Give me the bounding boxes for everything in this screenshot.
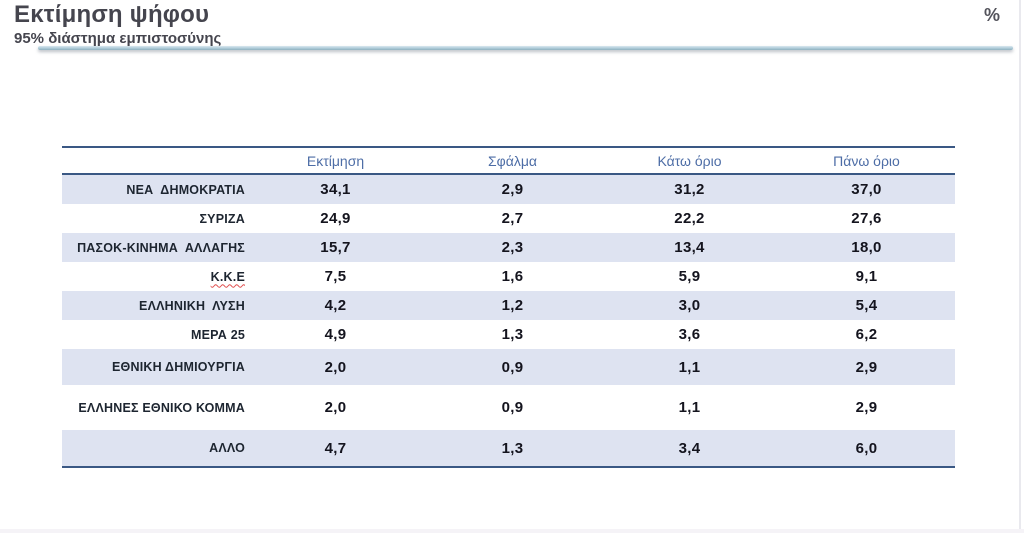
estimate-cell: 4,9 bbox=[324, 326, 347, 343]
upper-bound-cell: 6,0 bbox=[855, 439, 878, 457]
error-cell: 0,9 bbox=[501, 399, 524, 416]
upper-bound-cell: 37,0 bbox=[851, 181, 882, 198]
column-header-error: Σφάλμα bbox=[488, 152, 537, 169]
party-name-cell: ΕΘΝΙΚΗ ΔΗΜΙΟΥΡΓΙΑ bbox=[112, 360, 245, 374]
lower-bound-cell: 22,2 bbox=[674, 210, 705, 227]
party-name-cell: ΝΕΑ ΔΗΜΟΚΡΑΤΙΑ bbox=[126, 182, 245, 197]
party-name-cell: ΕΛΛΗΝΙΚΗ ΛΥΣΗ bbox=[139, 298, 245, 313]
table-row: ΕΛΛΗΝΙΚΗ ΛΥΣΗ 4,2 1,2 3,0 5,4 bbox=[62, 291, 955, 320]
upper-bound-cell: 18,0 bbox=[851, 239, 882, 256]
title-divider bbox=[38, 46, 1013, 50]
lower-bound-cell: 1,1 bbox=[678, 399, 701, 416]
error-cell: 1,3 bbox=[501, 326, 524, 343]
table-row: ΕΘΝΙΚΗ ΔΗΜΙΟΥΡΓΙΑ 2,0 0,9 1,1 2,9 bbox=[62, 349, 955, 385]
slide-right-edge bbox=[1019, 0, 1021, 533]
estimate-cell: 2,0 bbox=[324, 358, 347, 376]
slide-bottom-edge bbox=[0, 529, 1024, 533]
table-row: ΝΕΑ ΔΗΜΟΚΡΑΤΙΑ 34,1 2,9 31,2 37,0 bbox=[62, 175, 955, 204]
page-subtitle: 95% διάστημα εμπιστοσύνης bbox=[14, 30, 222, 47]
error-cell: 2,7 bbox=[501, 210, 524, 227]
table-header-row: Εκτίμηση Σφάλμα Κάτω όριο Πάνω όριο bbox=[62, 146, 955, 175]
estimate-cell: 2,0 bbox=[324, 399, 347, 416]
lower-bound-cell: 3,4 bbox=[678, 439, 701, 457]
upper-bound-cell: 6,2 bbox=[855, 326, 878, 343]
party-name-cell: ΕΛΛΗΝΕΣ ΕΘΝΙΚΟ ΚΟΜΜΑ bbox=[78, 400, 245, 415]
estimate-cell: 7,5 bbox=[324, 268, 347, 285]
percent-unit-label: % bbox=[983, 5, 1000, 25]
column-header-lower-bound: Κάτω όριο bbox=[657, 152, 722, 169]
estimate-cell: 24,9 bbox=[320, 210, 351, 227]
table-row: ΕΛΛΗΝΕΣ ΕΘΝΙΚΟ ΚΟΜΜΑ 2,0 0,9 1,1 2,9 bbox=[62, 385, 955, 430]
column-header-estimate: Εκτίμηση bbox=[306, 152, 365, 169]
party-name-cell: ΣΥΡΙΖΑ bbox=[199, 211, 245, 226]
estimate-cell: 34,1 bbox=[320, 181, 351, 198]
estimate-cell: 15,7 bbox=[320, 239, 351, 256]
party-name-cell: Κ.Κ.Ε bbox=[210, 269, 245, 284]
estimate-cell: 4,2 bbox=[324, 297, 347, 314]
lower-bound-cell: 31,2 bbox=[674, 181, 705, 198]
error-cell: 1,6 bbox=[501, 268, 524, 285]
party-name-cell: ΠΑΣΟΚ-ΚΙΝΗΜΑ ΑΛΛΑΓΗΣ bbox=[77, 240, 245, 255]
table-row: ΜΕΡΑ 25 4,9 1,3 3,6 6,2 bbox=[62, 320, 955, 349]
upper-bound-cell: 2,9 bbox=[855, 399, 878, 416]
error-cell: 1,2 bbox=[501, 297, 524, 314]
error-cell: 2,9 bbox=[501, 181, 524, 198]
poll-results-table: Εκτίμηση Σφάλμα Κάτω όριο Πάνω όριο ΝΕΑ … bbox=[62, 146, 955, 468]
table-row: ΑΛΛΟ 4,7 1,3 3,4 6,0 bbox=[62, 430, 955, 468]
lower-bound-cell: 13,4 bbox=[674, 239, 705, 256]
upper-bound-cell: 27,6 bbox=[851, 210, 882, 227]
upper-bound-cell: 2,9 bbox=[855, 358, 878, 376]
upper-bound-cell: 9,1 bbox=[855, 268, 878, 285]
party-name-cell: ΑΛΛΟ bbox=[209, 441, 245, 455]
column-header-upper-bound: Πάνω όριο bbox=[833, 152, 900, 169]
lower-bound-cell: 1,1 bbox=[678, 358, 701, 376]
lower-bound-cell: 3,6 bbox=[678, 326, 701, 343]
estimate-cell: 4,7 bbox=[324, 439, 347, 457]
error-cell: 2,3 bbox=[501, 239, 524, 256]
error-cell: 0,9 bbox=[501, 358, 524, 376]
table-row: Κ.Κ.Ε 7,5 1,6 5,9 9,1 bbox=[62, 262, 955, 291]
lower-bound-cell: 3,0 bbox=[678, 297, 701, 314]
page-title: Εκτίμηση ψήφου bbox=[14, 1, 210, 28]
error-cell: 1,3 bbox=[501, 439, 524, 457]
table-row: ΠΑΣΟΚ-ΚΙΝΗΜΑ ΑΛΛΑΓΗΣ 15,7 2,3 13,4 18,0 bbox=[62, 233, 955, 262]
lower-bound-cell: 5,9 bbox=[678, 268, 701, 285]
upper-bound-cell: 5,4 bbox=[855, 297, 878, 314]
table-row: ΣΥΡΙΖΑ 24,9 2,7 22,2 27,6 bbox=[62, 204, 955, 233]
party-name-cell: ΜΕΡΑ 25 bbox=[191, 327, 245, 342]
